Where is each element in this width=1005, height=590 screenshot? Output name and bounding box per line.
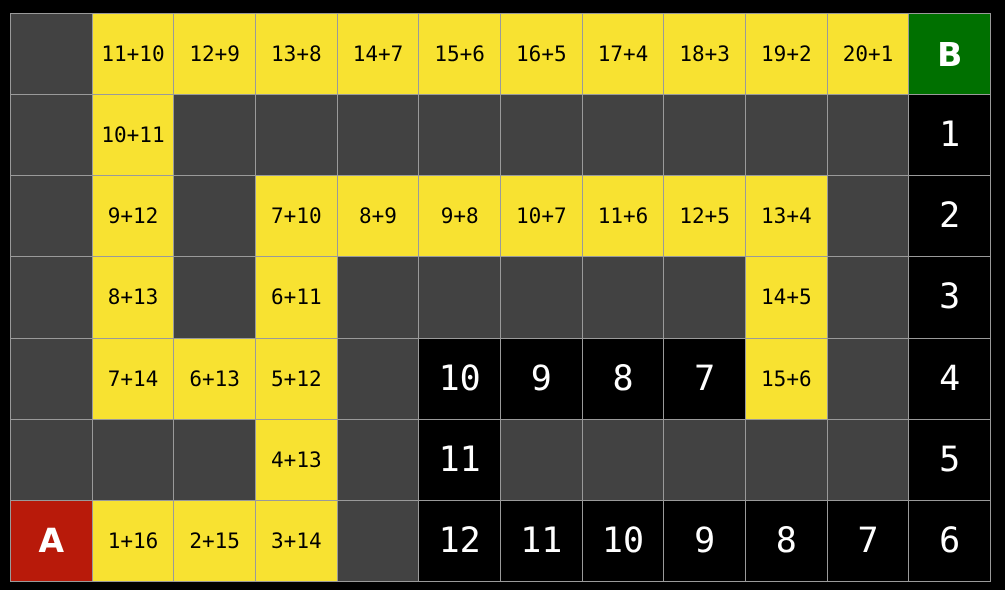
path-cell: 1+16 bbox=[92, 500, 174, 581]
wall-cell bbox=[745, 419, 827, 500]
wall-cell bbox=[827, 95, 909, 176]
countdown-cell: 7 bbox=[664, 338, 745, 419]
countdown-cell: 2 bbox=[909, 176, 990, 257]
countdown-cell: 1 bbox=[909, 95, 990, 176]
countdown-cell: 6 bbox=[909, 500, 990, 581]
wall-cell bbox=[174, 419, 255, 500]
countdown-cell: 3 bbox=[909, 257, 990, 338]
path-cell: 19+2 bbox=[745, 14, 827, 95]
wall-cell bbox=[745, 95, 827, 176]
path-cell: 12+9 bbox=[174, 14, 255, 95]
wall-cell bbox=[500, 257, 582, 338]
path-cell: 20+1 bbox=[827, 14, 909, 95]
path-cell: 4+13 bbox=[255, 419, 337, 500]
countdown-cell: 9 bbox=[500, 338, 582, 419]
path-cell: 12+5 bbox=[664, 176, 745, 257]
path-cell: 7+14 bbox=[92, 338, 174, 419]
countdown-cell: 10 bbox=[582, 500, 664, 581]
wall-cell bbox=[827, 176, 909, 257]
wall-cell bbox=[92, 419, 174, 500]
countdown-cell: 11 bbox=[419, 419, 500, 500]
path-cell: 10+7 bbox=[500, 176, 582, 257]
path-cell: 11+10 bbox=[92, 14, 174, 95]
wall-cell bbox=[664, 419, 745, 500]
wall-cell bbox=[337, 500, 419, 581]
wall-cell bbox=[419, 257, 500, 338]
wall-cell bbox=[11, 338, 92, 419]
path-cell: 3+14 bbox=[255, 500, 337, 581]
path-cell: 6+13 bbox=[174, 338, 255, 419]
path-cell: 9+12 bbox=[92, 176, 174, 257]
path-cell: 15+6 bbox=[745, 338, 827, 419]
path-cell: 14+5 bbox=[745, 257, 827, 338]
path-cell: 13+8 bbox=[255, 14, 337, 95]
wall-cell bbox=[419, 95, 500, 176]
wall-cell bbox=[11, 257, 92, 338]
wall-cell bbox=[827, 419, 909, 500]
path-cell: 6+11 bbox=[255, 257, 337, 338]
wall-cell bbox=[500, 419, 582, 500]
wall-cell bbox=[255, 95, 337, 176]
countdown-cell: 8 bbox=[745, 500, 827, 581]
start-cell-a: A bbox=[11, 500, 92, 581]
wall-cell bbox=[582, 257, 664, 338]
wall-cell bbox=[11, 14, 92, 95]
wall-cell bbox=[11, 419, 92, 500]
countdown-cell: 9 bbox=[664, 500, 745, 581]
path-cell: 2+15 bbox=[174, 500, 255, 581]
countdown-cell: 5 bbox=[909, 419, 990, 500]
wall-cell bbox=[337, 95, 419, 176]
wall-cell bbox=[664, 257, 745, 338]
path-cell: 14+7 bbox=[337, 14, 419, 95]
path-cell: 7+10 bbox=[255, 176, 337, 257]
wall-cell bbox=[582, 419, 664, 500]
path-cell: 11+6 bbox=[582, 176, 664, 257]
wall-cell bbox=[337, 257, 419, 338]
countdown-cell: 11 bbox=[500, 500, 582, 581]
countdown-cell: 10 bbox=[419, 338, 500, 419]
wall-cell bbox=[174, 257, 255, 338]
wall-cell bbox=[827, 338, 909, 419]
path-cell: 13+4 bbox=[745, 176, 827, 257]
goal-cell-b: B bbox=[909, 14, 990, 95]
wall-cell bbox=[174, 95, 255, 176]
countdown-cell: 8 bbox=[582, 338, 664, 419]
wall-cell bbox=[827, 257, 909, 338]
countdown-cell: 7 bbox=[827, 500, 909, 581]
path-cell: 8+13 bbox=[92, 257, 174, 338]
countdown-cell: 12 bbox=[419, 500, 500, 581]
wall-cell bbox=[174, 176, 255, 257]
wall-cell bbox=[337, 419, 419, 500]
wall-cell bbox=[11, 176, 92, 257]
countdown-cell: 4 bbox=[909, 338, 990, 419]
path-cell: 17+4 bbox=[582, 14, 664, 95]
wall-cell bbox=[337, 338, 419, 419]
path-cell: 15+6 bbox=[419, 14, 500, 95]
wall-cell bbox=[500, 95, 582, 176]
path-cell: 18+3 bbox=[664, 14, 745, 95]
path-cell: 9+8 bbox=[419, 176, 500, 257]
wall-cell bbox=[11, 95, 92, 176]
wall-cell bbox=[664, 95, 745, 176]
wall-cell bbox=[582, 95, 664, 176]
path-cell: 8+9 bbox=[337, 176, 419, 257]
path-cell: 10+11 bbox=[92, 95, 174, 176]
path-cell: 16+5 bbox=[500, 14, 582, 95]
path-cell: 5+12 bbox=[255, 338, 337, 419]
maze-grid: 11+10 12+9 13+8 14+7 15+6 16+5 17+4 18+3 19+2 20+… bbox=[10, 13, 991, 582]
